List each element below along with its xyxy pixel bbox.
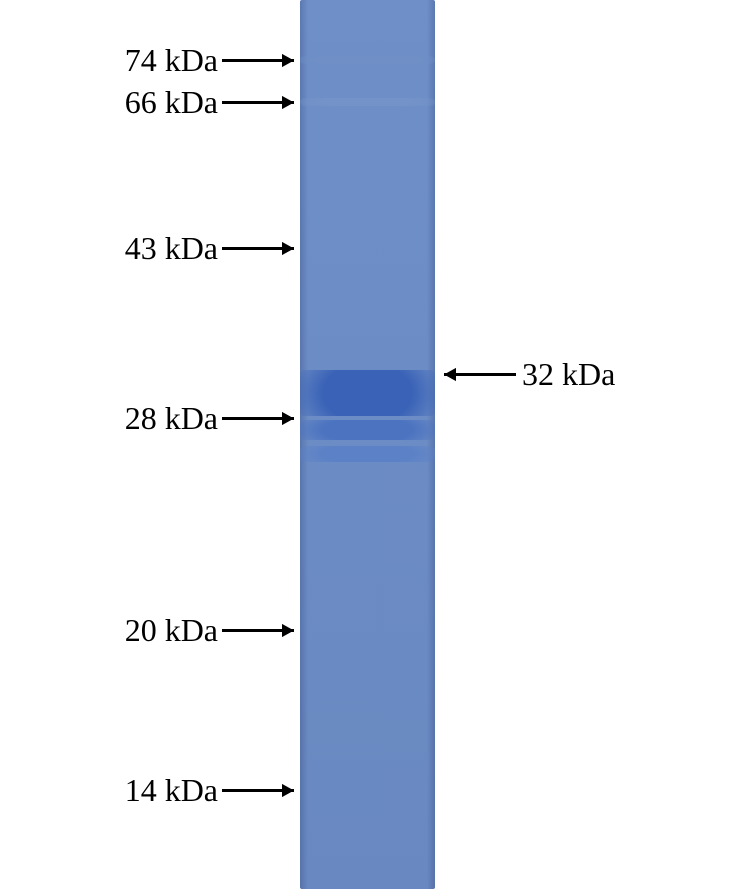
band-sub2 [300,446,435,462]
watermark-text: WWW.PTGLAB.COM [236,52,298,608]
target-arrow [430,359,530,390]
marker-arrow-20kda [208,615,308,646]
marker-label-74kda: 74 kDa [125,44,218,76]
marker-arrow-66kda [208,87,308,118]
marker-label-20kda: 20 kDa [125,614,218,646]
marker-arrow-74kda [208,45,308,76]
target-label: 32 kDa [522,358,615,390]
marker-label-66kda: 66 kDa [125,86,218,118]
marker-arrow-43kda [208,233,308,264]
marker-label-14kda: 14 kDa [125,774,218,806]
gel-lane [300,0,435,889]
marker-label-28kda: 28 kDa [125,402,218,434]
marker-arrow-14kda [208,775,308,806]
band-main [300,370,435,416]
band-sub1 [300,420,435,440]
marker-label-43kda: 43 kDa [125,232,218,264]
marker-arrow-28kda [208,403,308,434]
band-74 [300,56,435,64]
band-66 [300,98,435,106]
